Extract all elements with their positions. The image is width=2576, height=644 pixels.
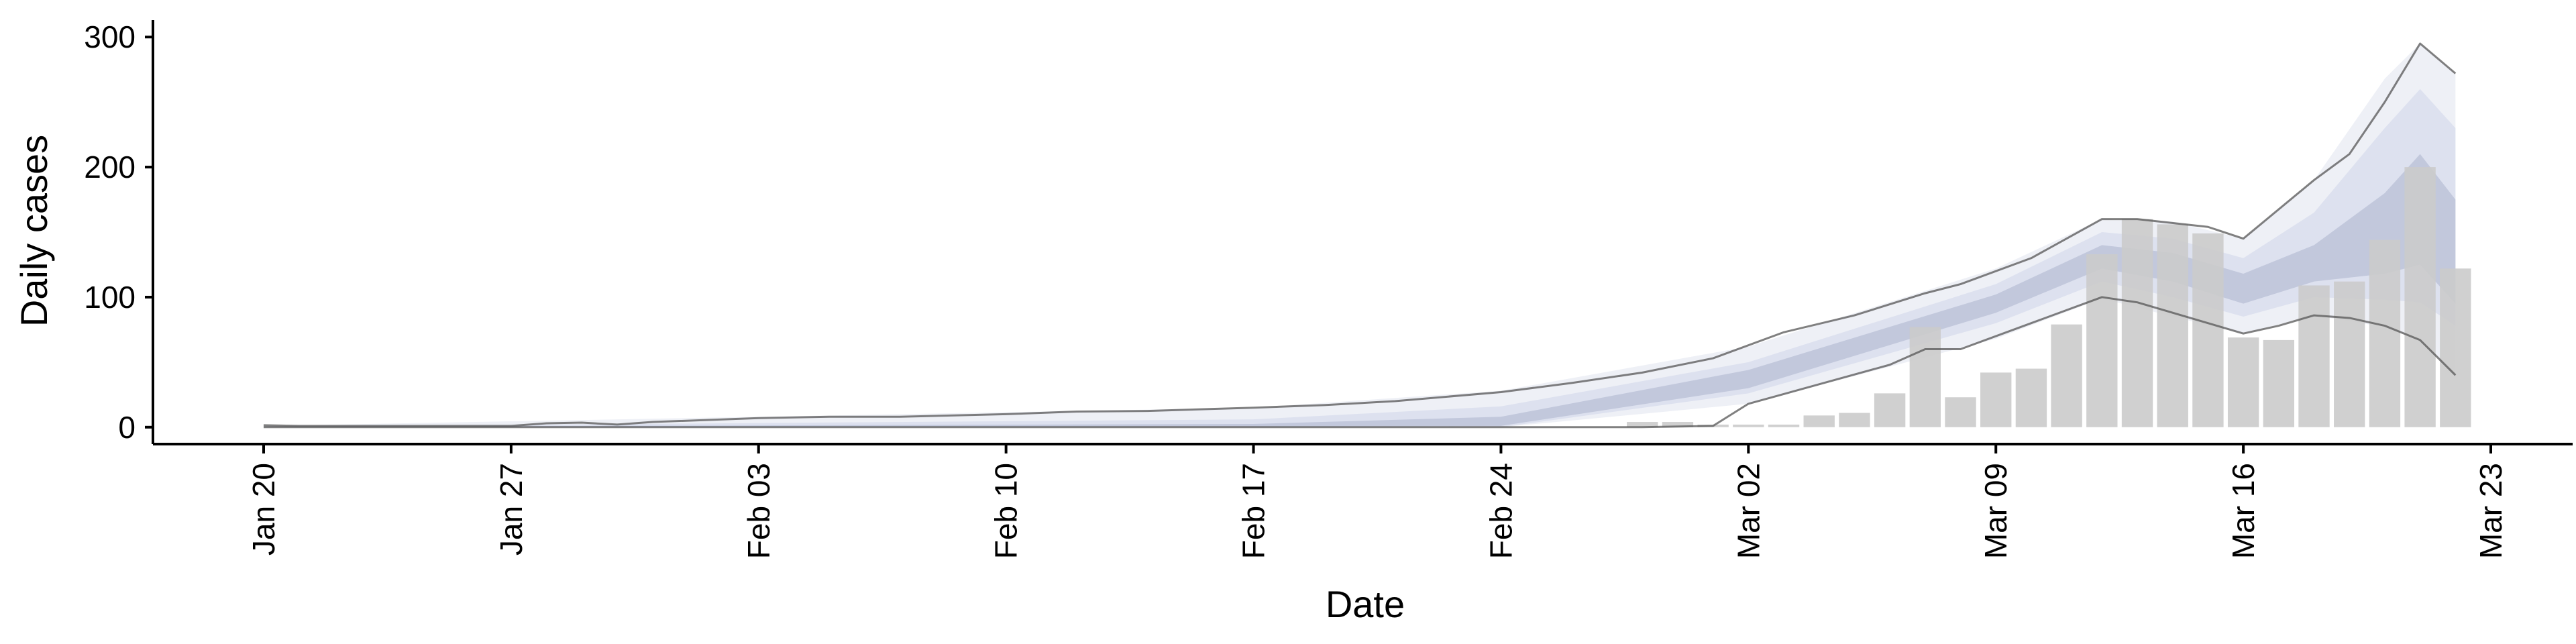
x-tick-label: Jan 27 xyxy=(494,463,529,555)
bar-2020-03-10 xyxy=(2015,368,2047,427)
y-tick-label: 100 xyxy=(84,280,136,315)
x-tick-label: Mar 09 xyxy=(1978,463,2013,559)
envelope-upper-line xyxy=(263,42,2457,427)
bar-2020-02-29 xyxy=(1662,422,1694,427)
y-axis-title: Daily cases xyxy=(13,135,55,327)
x-tick-label: Feb 17 xyxy=(1236,463,1271,559)
bar-2020-03-21 xyxy=(2404,167,2436,427)
bar-2020-03-08 xyxy=(1945,397,1976,427)
x-tick-label: Feb 03 xyxy=(741,463,776,559)
y-tick-label: 0 xyxy=(118,410,136,445)
bar-2020-03-15 xyxy=(2192,233,2224,427)
bar-2020-03-09 xyxy=(1980,372,2012,427)
bar-2020-03-17 xyxy=(2263,339,2294,427)
x-axis-title: Date xyxy=(1326,583,1405,625)
estimate-bands xyxy=(264,43,2456,427)
bar-2020-03-05 xyxy=(1839,413,1870,427)
x-tick-label: Feb 24 xyxy=(1483,463,1518,559)
bar-2020-03-06 xyxy=(1874,393,1906,427)
band-mid xyxy=(264,89,2456,427)
bar-2020-03-20 xyxy=(2369,239,2401,427)
band-inner xyxy=(264,154,2456,427)
envelope-lines xyxy=(263,42,2457,429)
bar-2020-03-12 xyxy=(2086,254,2118,427)
observed-cases-bars xyxy=(1627,167,2471,427)
bar-2020-03-03 xyxy=(1768,424,1800,427)
bar-2020-03-16 xyxy=(2227,337,2259,427)
bar-2020-03-13 xyxy=(2121,219,2153,427)
bar-2020-03-02 xyxy=(1733,424,1764,427)
bar-2020-03-18 xyxy=(2298,285,2330,427)
bar-2020-03-11 xyxy=(2051,324,2082,427)
x-tick-label: Mar 23 xyxy=(2473,463,2508,559)
bar-2020-03-04 xyxy=(1803,415,1835,427)
y-tick-label: 300 xyxy=(84,19,136,54)
bar-2020-03-07 xyxy=(1909,327,1941,427)
bar-2020-03-19 xyxy=(2334,281,2365,427)
axes: 0 100 200 300 Jan 20 Jan 27 Feb 03 Feb 10 Feb 17… xyxy=(84,19,2573,559)
envelope-lower-line xyxy=(264,296,2457,429)
x-tick-label: Jan 20 xyxy=(246,463,281,555)
x-tick-label: Mar 16 xyxy=(2226,463,2261,559)
bar-2020-03-22 xyxy=(2440,268,2471,427)
y-tick-label: 200 xyxy=(84,150,136,184)
x-tick-label: Feb 10 xyxy=(989,463,1024,559)
bar-2020-03-14 xyxy=(2157,224,2188,427)
x-tick-label: Mar 02 xyxy=(1731,463,1766,559)
bar-2020-02-28 xyxy=(1627,422,1658,427)
